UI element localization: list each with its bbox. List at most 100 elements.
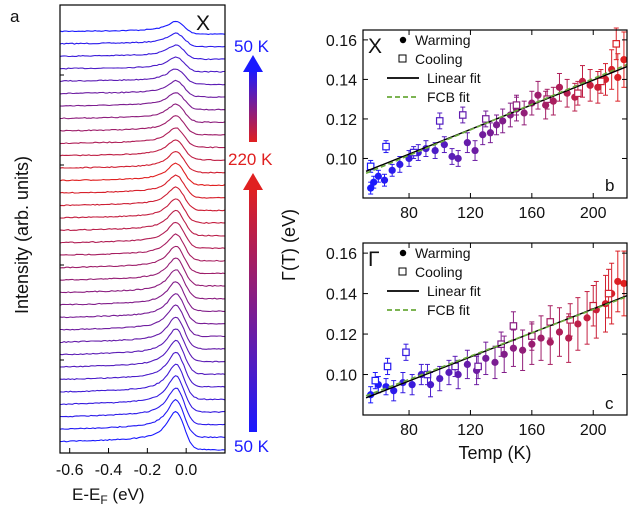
warming-point — [555, 328, 564, 336]
legend-cooling-marker — [398, 54, 407, 63]
spectrum-curve — [59, 363, 226, 401]
panel-a-frame — [59, 4, 226, 454]
spectrum-curve — [60, 304, 226, 338]
warming-point — [594, 83, 602, 91]
x-tick-label: 120 — [457, 205, 484, 222]
temperature-arrow-upper — [249, 70, 257, 142]
warming-point — [492, 121, 501, 129]
spectrum-curve — [60, 103, 226, 124]
warming-point — [388, 166, 396, 174]
panel-a-left-ticks — [60, 74, 64, 361]
warming-point — [479, 131, 487, 139]
warming-point — [574, 320, 582, 328]
spectrum-curve — [59, 174, 225, 199]
y-tick-label: 0.16 — [326, 246, 357, 263]
spectrum-curve — [59, 410, 226, 451]
legend-label: FCB fit — [427, 89, 470, 105]
legend-cooling-marker — [398, 267, 407, 276]
spectrum-curve — [59, 127, 226, 149]
cooling-point — [481, 115, 490, 123]
temperature-arrow-lower — [249, 188, 257, 432]
panel-b-axes: 80 120 160 200 0.10 0.12 0.14 0.16 — [326, 30, 627, 222]
y-tick-label: 0.14 — [326, 287, 357, 304]
warming-point — [546, 338, 554, 346]
spectrum-curve — [59, 328, 226, 363]
panel-c: 80 120 160 200 0.10 0.12 0.14 0.16 Γ Warming Coo… — [326, 242, 628, 463]
warming-point — [555, 83, 564, 91]
panel-c-frame — [362, 242, 628, 416]
panel-a-curves — [59, 20, 226, 451]
warming-point — [396, 160, 404, 168]
spectrum-curve — [59, 198, 225, 224]
x-tick-label: -0.4 — [95, 462, 123, 479]
warming-point — [482, 354, 490, 362]
warming-point — [408, 381, 416, 389]
warming-point — [440, 141, 448, 149]
y-tick-label: 0.16 — [326, 33, 357, 50]
legend-warming-marker — [399, 249, 407, 257]
cooling-point — [382, 142, 390, 151]
panel-b-plot — [365, 27, 628, 195]
panel-c-xlabel: Temp (K) — [458, 443, 531, 463]
warming-point — [471, 146, 479, 155]
spectrum-curve — [59, 92, 226, 111]
fcb-fit-line — [365, 63, 628, 175]
cooling-point — [512, 101, 521, 109]
warming-point — [620, 279, 628, 288]
spectrum-curve — [59, 245, 226, 275]
spectrum-curve — [59, 162, 226, 187]
x-tick-label: 160 — [518, 205, 545, 222]
legend-label: FCB fit — [427, 302, 470, 318]
spectrum-curve — [59, 269, 226, 300]
x-tick-label: 200 — [580, 422, 607, 439]
warming-point — [620, 56, 628, 64]
x-tick-label: 120 — [457, 422, 484, 439]
panel-label-a: a — [10, 7, 20, 26]
x-tick-label: -0.2 — [134, 462, 162, 479]
spectrum-curve — [59, 257, 226, 287]
spectrum-curve — [59, 387, 226, 426]
temperature-bottom-label: 50 K — [234, 437, 270, 456]
panel-b-label: b — [605, 176, 614, 195]
legend-label: Linear fit — [427, 70, 481, 86]
spectrum-curve — [59, 56, 225, 73]
cooling-point — [402, 348, 410, 357]
warming-point — [486, 129, 494, 137]
spectrum-curve — [59, 281, 225, 313]
spectrum-curve — [60, 233, 226, 262]
panel-c-title: Γ — [368, 248, 380, 271]
spectrum-curve — [59, 151, 226, 174]
panel-a-x-axis: -0.6 -0.4 -0.2 0.0 — [56, 448, 197, 479]
cooling-point — [597, 77, 605, 86]
panel-a-ylabel: Intensity (arb. units) — [12, 156, 32, 314]
warming-point — [583, 314, 591, 322]
panel-bc-ylabel: Γ(T) (eV) — [279, 209, 299, 281]
legend-label: Warming — [415, 32, 471, 48]
legend-label: Warming — [415, 245, 471, 261]
spectrum-curve — [59, 186, 226, 212]
temperature-legend: 50 K 220 K 50 K — [228, 37, 273, 456]
cooling-point — [509, 322, 518, 330]
y-tick-label: 0.10 — [326, 368, 357, 385]
y-tick-label: 0.12 — [326, 112, 357, 129]
legend-label: Cooling — [415, 51, 462, 67]
warming-point — [367, 184, 375, 192]
warming-point — [426, 381, 435, 389]
warming-point — [436, 374, 444, 383]
spectrum-curve — [60, 316, 226, 350]
panel-c-axes: 80 120 160 200 0.10 0.12 0.14 0.16 — [326, 243, 627, 439]
cooling-point — [371, 376, 380, 385]
cooling-point — [566, 316, 575, 324]
warming-point — [445, 368, 453, 377]
spectrum-curve — [59, 79, 226, 98]
spectrum-curve — [59, 115, 225, 136]
warming-point — [491, 358, 499, 366]
x-tick-label: -0.6 — [56, 462, 84, 479]
cooling-point — [612, 40, 621, 48]
temperature-arrow-upper-head — [243, 55, 263, 72]
panel-a-title: X — [196, 12, 210, 35]
temperature-middle-label: 220 K — [228, 150, 273, 169]
warming-point — [614, 73, 622, 82]
y-tick-label: 0.14 — [326, 72, 357, 89]
warming-point — [431, 146, 439, 155]
